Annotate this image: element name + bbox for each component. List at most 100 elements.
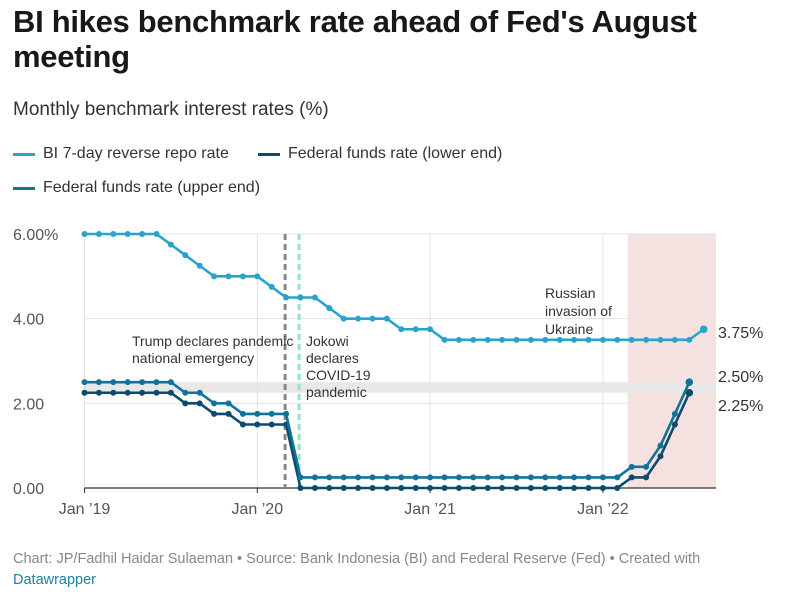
datawrapper-link[interactable]: Datawrapper: [13, 572, 97, 588]
fed-lower-point: [412, 485, 419, 491]
bi-rate-point: [628, 336, 635, 343]
bi-rate-point: [196, 262, 203, 269]
fed-upper-point: [542, 474, 549, 481]
fed-upper-point: [211, 400, 218, 407]
fed-lower-point: [124, 389, 131, 396]
bi-rate-point: [542, 336, 549, 343]
bi-rate-point: [268, 283, 275, 290]
bi-rate-point: [182, 252, 189, 259]
fed-upper-point: [167, 379, 174, 386]
chart-title: BI hikes benchmark rate ahead of Fed's A…: [13, 4, 697, 74]
fed-upper-point: [225, 400, 232, 407]
fed-lower-point: [355, 485, 362, 491]
legend-label-bi: BI 7-day reverse repo rate: [43, 145, 229, 162]
fed-lower-point: [268, 421, 275, 428]
fed-upper-point: [657, 442, 664, 449]
fed-lower-point: [427, 485, 434, 491]
fed-upper-point: [383, 474, 390, 481]
bi-rate-point: [139, 231, 146, 237]
annotation-jokowi: Jokowi: [306, 333, 349, 349]
fed-upper-point: [239, 410, 246, 417]
fed-upper-point: [283, 410, 290, 417]
bi-rate-point: [355, 315, 362, 322]
bi-rate-point: [225, 273, 232, 280]
annotation-trump: national emergency: [132, 350, 254, 366]
fed-lower-point: [484, 485, 491, 491]
fed-upper-point: [369, 474, 376, 481]
x-tick-label: Jan ’21: [404, 501, 456, 518]
fed-upper-point: [628, 463, 635, 470]
fed-upper-point: [139, 379, 146, 386]
fed-upper-point: [412, 474, 419, 481]
fed-upper-point: [571, 474, 578, 481]
fed-upper-point: [311, 474, 318, 481]
fed-lower-point: [614, 485, 621, 491]
annotation-russia: Ukraine: [545, 321, 593, 337]
x-tick-label: Jan ’19: [59, 501, 111, 518]
bi-rate-point: [297, 294, 304, 301]
bi-rate-point: [326, 305, 333, 312]
fed-upper-point: [585, 474, 592, 481]
bi-rate-point: [124, 231, 131, 237]
bi-rate-point: [686, 336, 693, 343]
fed-upper-point: [427, 474, 434, 481]
bi-rate-point: [167, 241, 174, 248]
annotation-trump: Trump declares pandemic: [132, 333, 293, 349]
fed-lower-point: [455, 485, 462, 491]
fed-lower-point: [585, 485, 592, 491]
fed-lower-point: [657, 453, 664, 460]
fed-upper-point: [355, 474, 362, 481]
annotation-jokowi: declares: [306, 350, 359, 366]
fed-upper-point: [441, 474, 448, 481]
bi-rate-point: [470, 336, 477, 343]
legend-label-fed-upper: Federal funds rate (upper end): [43, 179, 261, 196]
fed-lower-point: [297, 485, 304, 491]
fed-lower-point: [311, 485, 318, 491]
fed-upper-point: [470, 474, 477, 481]
annotation-jokowi: COVID-19: [306, 367, 371, 383]
legend-swatch-fed-lower: [258, 152, 280, 156]
bi-rate-point: [412, 326, 419, 333]
fed-upper-point: [153, 379, 160, 386]
bi-rate-point: [340, 315, 347, 322]
fed-lower-point: [628, 474, 635, 481]
fed-lower-point: [340, 485, 347, 491]
fed-lower-point: [599, 485, 606, 491]
fed-lower-point: [95, 389, 102, 396]
chart-footer: Chart: JP/Fadhil Haidar Sulaeman • Sourc…: [13, 549, 783, 591]
end-label-bi: 3.75%: [718, 325, 763, 342]
fed-upper-point: [326, 474, 333, 481]
end-label-fed-lower: 2.25%: [718, 398, 763, 415]
bi-rate-point: [527, 336, 534, 343]
fed-upper-point: [182, 389, 189, 396]
fed-lower-point: [499, 485, 506, 491]
fed-upper-point: [614, 474, 621, 481]
fed-lower-point: [182, 400, 189, 407]
fed-upper-point: [297, 474, 304, 481]
fed-upper-point: [599, 474, 606, 481]
fed-lower-point: [685, 388, 694, 397]
bi-rate-point: [484, 336, 491, 343]
bi-rate-point: [110, 231, 117, 237]
fed-upper-point: [268, 410, 275, 417]
bi-rate-point: [455, 336, 462, 343]
x-tick-label: Jan ’20: [232, 501, 284, 518]
legend-label-fed-lower: Federal funds rate (lower end): [288, 145, 503, 162]
fed-lower-point: [643, 474, 650, 481]
fed-upper-point: [254, 410, 261, 417]
fed-upper-point: [671, 410, 678, 417]
bi-rate-point: [441, 336, 448, 343]
bi-rate-point: [699, 325, 708, 334]
end-label-fed-upper: 2.50%: [718, 369, 763, 386]
bi-rate-point: [81, 231, 88, 237]
bi-rate-line: [84, 232, 705, 342]
bi-rate-point: [599, 336, 606, 343]
fed-lower-point: [369, 485, 376, 491]
y-tick-label: 0.00: [13, 481, 44, 498]
fed-upper-point: [81, 379, 88, 386]
fed-upper-point: [484, 474, 491, 481]
bi-rate-point: [153, 231, 160, 237]
fed-lower-point: [441, 485, 448, 491]
bi-rate-point: [383, 315, 390, 322]
